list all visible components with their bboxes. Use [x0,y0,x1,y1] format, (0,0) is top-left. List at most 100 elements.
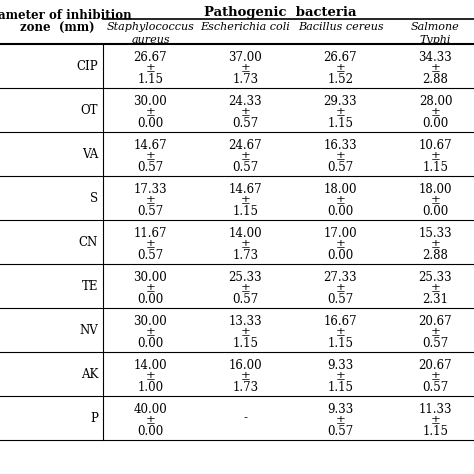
Text: ±: ± [146,106,155,119]
Text: 0.00: 0.00 [328,205,354,218]
Text: 0.57: 0.57 [232,117,259,130]
Text: ±: ± [336,282,346,295]
Text: P: P [90,411,98,425]
Text: 13.33: 13.33 [228,315,262,328]
Text: 2.88: 2.88 [422,73,448,86]
Text: ±: ± [241,106,250,119]
Text: 26.67: 26.67 [324,51,357,64]
Text: 14.67: 14.67 [228,183,262,196]
Text: 9.33: 9.33 [328,359,354,372]
Text: ±: ± [146,238,155,251]
Text: 15.33: 15.33 [419,227,452,240]
Text: 20.67: 20.67 [419,315,452,328]
Text: Bacillus cereus: Bacillus cereus [298,22,383,32]
Text: ±: ± [430,194,440,207]
Text: 0.00: 0.00 [137,337,164,350]
Text: OT: OT [81,103,98,117]
Text: 1.15: 1.15 [422,161,448,174]
Text: 1.73: 1.73 [232,73,258,86]
Text: ±: ± [430,282,440,295]
Text: ±: ± [336,370,346,383]
Text: ±: ± [430,150,440,163]
Text: 14.00: 14.00 [228,227,262,240]
Text: zone  (mm): zone (mm) [20,22,95,35]
Text: NV: NV [79,323,98,337]
Text: 20.67: 20.67 [419,359,452,372]
Text: 30.00: 30.00 [134,271,167,284]
Text: 11.67: 11.67 [134,227,167,240]
Text: 17.00: 17.00 [324,227,357,240]
Text: ±: ± [146,62,155,75]
Text: ±: ± [336,62,346,75]
Text: ±: ± [146,282,155,295]
Text: 18.00: 18.00 [324,183,357,196]
Text: 30.00: 30.00 [134,315,167,328]
Text: 34.33: 34.33 [419,51,452,64]
Text: 0.57: 0.57 [137,161,164,174]
Text: ±: ± [146,150,155,163]
Text: 1.15: 1.15 [233,337,258,350]
Text: 17.33: 17.33 [134,183,167,196]
Text: ±: ± [336,150,346,163]
Text: 1.00: 1.00 [137,381,164,394]
Text: VA: VA [82,147,98,161]
Text: ameter of inhibition: ameter of inhibition [0,9,132,22]
Text: S: S [90,191,98,204]
Text: 0.57: 0.57 [137,205,164,218]
Text: ±: ± [430,106,440,119]
Text: 1.15: 1.15 [328,117,354,130]
Text: 0.00: 0.00 [137,293,164,306]
Text: 0.57: 0.57 [328,161,354,174]
Text: 0.57: 0.57 [422,381,448,394]
Text: 18.00: 18.00 [419,183,452,196]
Text: ±: ± [336,326,346,339]
Text: 1.15: 1.15 [233,205,258,218]
Text: 0.57: 0.57 [137,249,164,262]
Text: ±: ± [336,414,346,427]
Text: 30.00: 30.00 [134,95,167,108]
Text: TE: TE [82,280,98,292]
Text: Escherichia coli: Escherichia coli [201,22,291,32]
Text: Typhi: Typhi [420,35,451,45]
Text: 0.00: 0.00 [328,249,354,262]
Text: 29.33: 29.33 [324,95,357,108]
Text: 14.67: 14.67 [134,139,167,152]
Text: ±: ± [241,370,250,383]
Text: 25.33: 25.33 [419,271,452,284]
Text: 1.15: 1.15 [328,337,354,350]
Text: ±: ± [430,370,440,383]
Text: aureus: aureus [131,35,170,45]
Text: ±: ± [430,62,440,75]
Text: 0.00: 0.00 [137,117,164,130]
Text: 14.00: 14.00 [134,359,167,372]
Text: AK: AK [81,367,98,381]
Text: ±: ± [430,326,440,339]
Text: 2.88: 2.88 [422,249,448,262]
Text: ±: ± [146,194,155,207]
Text: 37.00: 37.00 [228,51,263,64]
Text: ±: ± [241,150,250,163]
Text: 0.57: 0.57 [328,425,354,438]
Text: ±: ± [241,62,250,75]
Text: -: - [244,411,247,425]
Text: Salmone: Salmone [411,22,460,32]
Text: 1.52: 1.52 [328,73,354,86]
Text: ±: ± [241,326,250,339]
Text: 0.57: 0.57 [232,293,259,306]
Text: Staphylococcus: Staphylococcus [107,22,194,32]
Text: 16.33: 16.33 [324,139,357,152]
Text: ±: ± [241,194,250,207]
Text: 24.33: 24.33 [228,95,262,108]
Text: 26.67: 26.67 [134,51,167,64]
Text: 16.00: 16.00 [228,359,262,372]
Text: ±: ± [336,194,346,207]
Text: ±: ± [430,238,440,251]
Text: ±: ± [241,282,250,295]
Text: 10.67: 10.67 [419,139,452,152]
Text: ±: ± [146,370,155,383]
Text: ±: ± [241,238,250,251]
Text: ±: ± [336,106,346,119]
Text: 27.33: 27.33 [324,271,357,284]
Text: ±: ± [146,414,155,427]
Text: ±: ± [146,326,155,339]
